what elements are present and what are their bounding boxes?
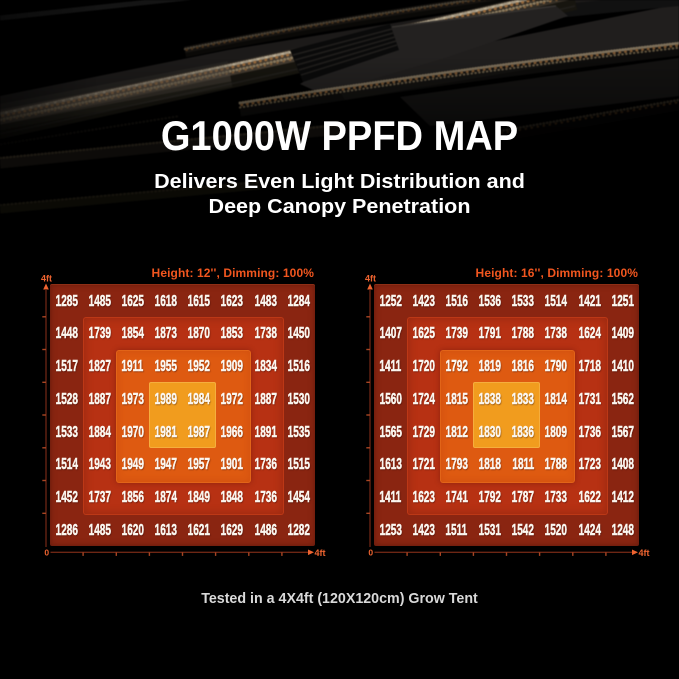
svg-text:4ft: 4ft bbox=[639, 548, 650, 558]
svg-text:4ft: 4ft bbox=[315, 548, 326, 558]
svg-text:4ft: 4ft bbox=[365, 274, 376, 284]
svg-text:0: 0 bbox=[44, 548, 49, 558]
svg-text:0: 0 bbox=[368, 548, 373, 558]
svg-text:4ft: 4ft bbox=[41, 274, 52, 284]
